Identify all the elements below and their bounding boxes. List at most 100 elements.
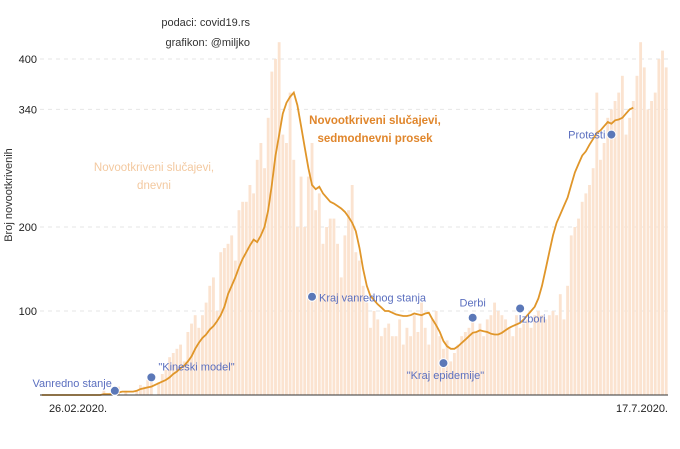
daily-bar (416, 332, 420, 395)
daily-bar (573, 227, 577, 395)
daily-bar (160, 374, 164, 395)
daily-bar (657, 59, 661, 395)
daily-bar (562, 319, 566, 395)
daily-bar (635, 75, 639, 396)
daily-bar (369, 327, 372, 395)
daily-bar (135, 390, 139, 395)
daily-bar (518, 327, 522, 395)
daily-bar (244, 201, 248, 395)
daily-bar (248, 185, 252, 395)
daily-bar (347, 210, 350, 395)
daily-bar (387, 323, 391, 395)
daily-bars (102, 42, 668, 396)
daily-bar (398, 319, 402, 395)
daily-bar (303, 227, 307, 395)
daily-bar (526, 319, 529, 395)
daily-bar (292, 159, 296, 395)
daily-bar (650, 101, 653, 395)
daily-bar (193, 315, 197, 395)
daily-bar (664, 67, 668, 396)
daily-bar (431, 319, 434, 395)
daily-bar (471, 319, 475, 395)
daily-bar (496, 311, 500, 395)
daily-bar (401, 344, 405, 395)
y-tick-labels: 100 200 340 400 (19, 54, 37, 318)
daily-bar (197, 327, 201, 395)
annotation-label: "Kineski model" (158, 361, 234, 373)
daily-bar (314, 210, 318, 395)
daily-bar (631, 101, 635, 395)
daily-bar (452, 353, 456, 395)
daily-bar (617, 92, 621, 395)
daily-bar (591, 168, 595, 395)
daily-bar (212, 277, 215, 395)
daily-bar (295, 227, 299, 395)
daily-bar (241, 201, 245, 395)
annotation-marker (307, 291, 318, 302)
annotation-marker (438, 358, 449, 369)
series-label-daily-2: dnevni (137, 180, 171, 192)
daily-bar (507, 327, 511, 395)
daily-bar (427, 344, 431, 395)
daily-bar (515, 315, 518, 395)
daily-bar (394, 336, 398, 395)
credit-data: podaci: covid19.rs (161, 17, 250, 29)
annotation-label: Kraj vanrednog stanja (319, 293, 427, 305)
daily-bar (555, 315, 559, 395)
daily-bar (522, 323, 526, 395)
daily-bar (609, 109, 613, 396)
annotation-marker (606, 129, 617, 140)
y-axis-label: Broj novootkrivenih (3, 148, 15, 242)
annotation-label: Derbi (460, 298, 486, 310)
annotation-marker (515, 303, 526, 314)
average-line (41, 90, 634, 396)
daily-bar (628, 117, 632, 396)
daily-bar (259, 143, 263, 395)
daily-bar (332, 218, 336, 395)
daily-bar (588, 185, 591, 395)
x-tick-end: 17.7.2020. (616, 403, 668, 415)
daily-bar (551, 311, 555, 395)
daily-bar (124, 390, 128, 395)
daily-bar (584, 193, 588, 395)
daily-bar (595, 92, 599, 395)
annotation-marker (109, 385, 120, 396)
daily-bar (233, 260, 237, 395)
daily-bar (201, 315, 204, 395)
daily-bar (270, 71, 274, 395)
daily-bar (179, 344, 182, 395)
daily-bar (474, 332, 478, 395)
daily-bar (390, 336, 394, 395)
daily-bar (361, 285, 365, 395)
daily-bar (504, 319, 507, 395)
daily-bar (485, 319, 489, 395)
annotation-label: Vanredno stanje (33, 378, 112, 390)
daily-bar (511, 336, 515, 395)
daily-bar (372, 311, 376, 395)
daily-bar (602, 143, 606, 395)
daily-bar (646, 109, 650, 396)
daily-bar (215, 311, 219, 395)
annotation-label: "Kraj epidemije" (407, 370, 485, 382)
daily-bar (653, 92, 657, 395)
daily-bar (288, 92, 292, 395)
annotation-label: Izbori (519, 313, 546, 325)
x-tick-start: 26.02.2020. (49, 403, 107, 415)
daily-bar (157, 382, 161, 395)
daily-bar (317, 193, 321, 395)
daily-bar (255, 159, 259, 395)
daily-bar (566, 285, 570, 395)
daily-bar (354, 252, 358, 395)
daily-bar (478, 323, 482, 395)
credit-chart: grafikon: @miljko (165, 37, 250, 49)
daily-bar (500, 315, 504, 395)
daily-bar (230, 235, 234, 395)
daily-bar (182, 361, 186, 395)
series-label-avg-1: Novootkriveni slučajevi, (309, 115, 441, 127)
annotation-marker (467, 312, 478, 323)
daily-bar (536, 311, 540, 395)
daily-bar (343, 235, 347, 395)
daily-bar (142, 386, 146, 395)
daily-bar (365, 302, 369, 395)
